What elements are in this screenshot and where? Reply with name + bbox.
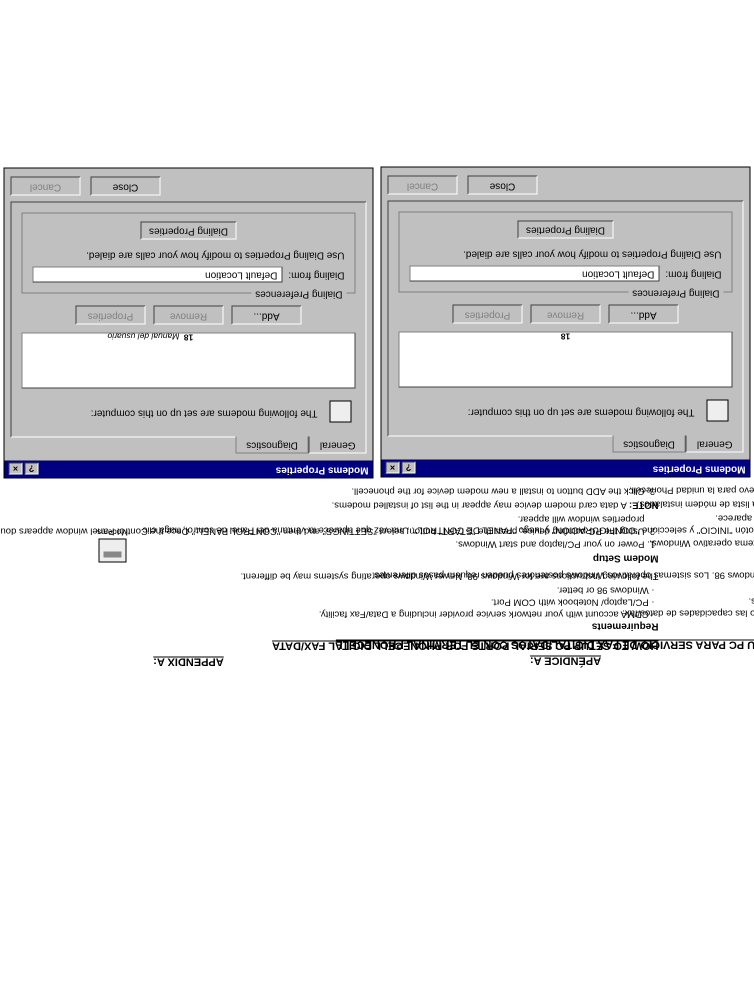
tab-diagnostics[interactable]: Diagnostics [612,436,686,454]
tab-general[interactable]: General [686,436,744,454]
step: Haga clic en el botón de AGREGAR para in… [138,485,754,497]
req-item: · Windows 98 o posterior. [96,583,754,595]
modems-icon [99,540,127,564]
dialog-message: The following modems are set up on this … [468,405,695,418]
step: Encienda la computadora de escritorio/po… [138,537,754,549]
help-button[interactable]: ? [25,462,39,474]
note-text: Posiblemente aparezca un módem de tarjet… [637,499,754,510]
appendix-label: APÉNDICE A: [96,653,754,667]
page-title: COMO CONFIGURAR LOS PUERTOS SERIALES DE … [96,638,754,652]
modems-control-panel-icon: Modems [96,528,130,564]
location-value: Default Location [410,266,660,283]
intro-paragraph: Las instrucciones siguientes corresponde… [96,570,754,582]
properties-button[interactable]: Properties [453,305,523,324]
step: Usando el dispositivo señalador de la co… [138,512,754,536]
help-button[interactable]: ? [402,462,416,474]
dialing-hint: Use Dialing Properties to modify how you… [410,247,722,260]
phone-icon [705,398,733,426]
modems-properties-dialog: Modems Properties ? × General Diagnostic… [381,167,751,478]
cancel-button[interactable]: Cancel [388,176,458,195]
add-button[interactable]: Add... [609,305,679,324]
dialog-title: Modems Properties [416,462,746,475]
req-item: · Computadora de escritorio/portátil con… [96,595,754,607]
dialing-properties-button[interactable]: Dialing Properties [517,221,614,240]
dialing-preferences-legend: Dialing Preferences [628,287,723,300]
close-icon[interactable]: × [9,462,23,474]
close-icon[interactable]: × [386,462,400,474]
req-item: · Cuenta de CDMA con el proveedor de ser… [96,607,754,619]
modems-icon-caption: Modems [96,528,130,538]
close-button[interactable]: Close [468,176,538,195]
footer-doc: Manual del usuario [108,331,561,342]
cancel-button[interactable]: Cancel [11,176,81,195]
footer-page: 18 [561,331,570,342]
modem-setup-heading: Configuración del módem [138,551,754,564]
footer-model: SX4T CDMA 800 · SX4T CDMA 1900 [570,331,754,342]
requirements-heading: Requisitos [96,619,754,632]
remove-button[interactable]: Remove [531,305,601,324]
dialing-from-label: Dialing from: [665,268,721,281]
